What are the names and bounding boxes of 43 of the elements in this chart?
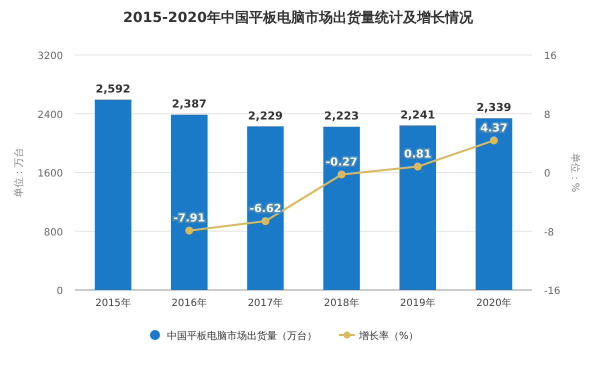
data-label: 4.37	[480, 121, 508, 134]
data-label: -7.91	[173, 212, 206, 225]
y2-tick-label: 8	[544, 110, 550, 121]
x-tick-label: 2019年	[400, 297, 436, 309]
point	[414, 162, 422, 171]
y-tick-label: 3200	[38, 51, 63, 62]
bar	[323, 126, 360, 290]
legend-label: 中国平板电脑市场出货量（万台）	[167, 330, 317, 342]
point	[490, 136, 498, 144]
chart-title: 2015-2020年中国平板电脑市场出货量统计及增长情况	[123, 9, 474, 26]
x-tick-label: 2015年	[95, 297, 131, 309]
x-tick-label: 2020年	[476, 297, 512, 309]
bar	[399, 125, 436, 290]
data-label: 0.81	[404, 148, 432, 161]
data-label: 2,223	[324, 110, 359, 123]
point	[261, 217, 270, 226]
y-tick-label: 1600	[38, 168, 63, 180]
bar	[170, 114, 208, 290]
x-tick-label: 2018年	[324, 297, 360, 309]
y-tick-label: 2400	[38, 110, 63, 121]
y-tick-label: 800	[44, 227, 63, 238]
y-axis-title: 单位：万台	[13, 148, 25, 198]
y-tick-label: 0	[56, 286, 63, 297]
bar	[247, 126, 284, 290]
data-label: 2,387	[172, 98, 207, 111]
y2-axis-title: 单位：%	[569, 152, 581, 192]
data-label: -0.27	[326, 155, 358, 168]
bar	[476, 118, 512, 290]
x-tick-label: 2016年	[172, 297, 207, 309]
bar	[94, 100, 132, 290]
y2-tick-label: -16	[544, 286, 560, 297]
data-label: 2,339	[476, 101, 512, 114]
y2-tick-label: 0	[544, 168, 550, 180]
point	[338, 170, 346, 178]
y2-tick-label: 16	[544, 51, 557, 62]
data-label: 2,229	[248, 109, 283, 122]
x-tick-label: 2017年	[248, 297, 284, 309]
legend-label: 增长率（%）	[358, 330, 419, 342]
point	[185, 226, 194, 235]
data-label: 2,241	[400, 108, 436, 122]
y2-tick-label: -8	[544, 227, 554, 238]
data-label: 2,592	[96, 82, 130, 96]
data-label: -6.62	[250, 202, 282, 216]
